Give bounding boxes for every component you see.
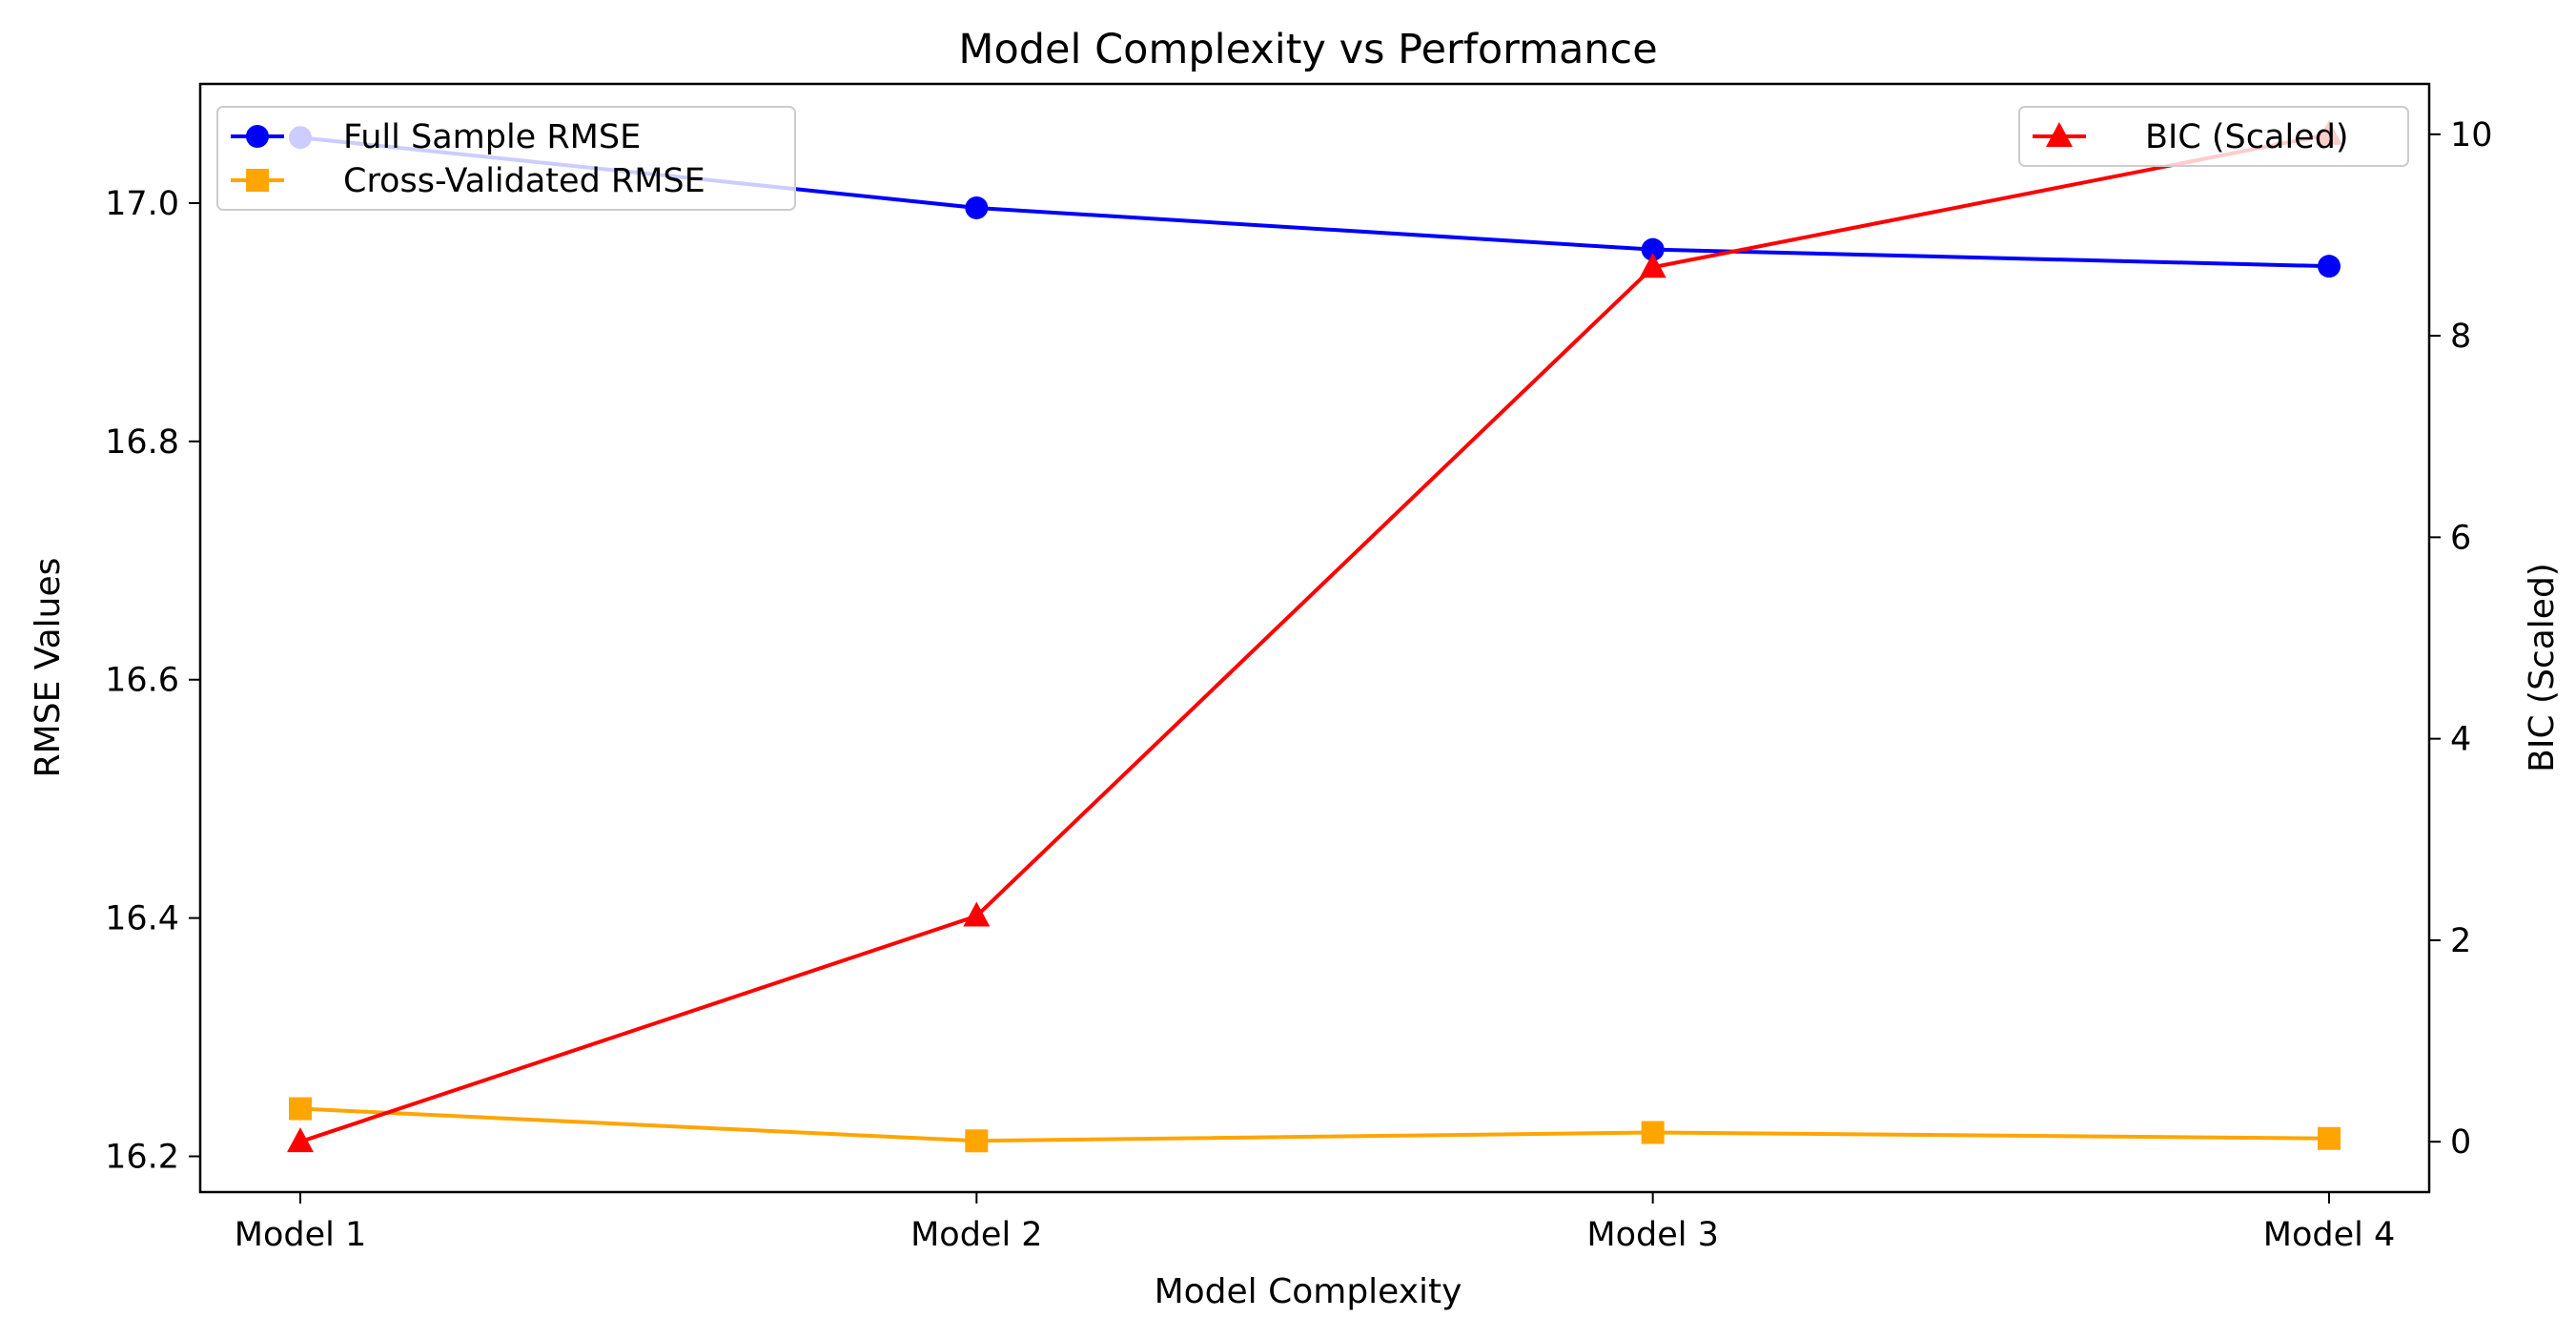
- chart-title: Model Complexity vs Performance: [958, 26, 1657, 73]
- y-axis-left-label: RMSE Values: [29, 558, 68, 778]
- legend-left: [216, 106, 796, 211]
- legend-swatch-marker: [246, 169, 269, 192]
- y-right-tick-label: 0: [2450, 1123, 2471, 1162]
- data-point-cross-validated-rmse: [965, 1129, 989, 1153]
- data-point-cross-validated-rmse: [1641, 1121, 1665, 1144]
- y-left-tick-label: 17.0: [105, 185, 179, 223]
- y-axis-right-label: BIC (Scaled): [2523, 563, 2562, 772]
- y-right-tick-label: 8: [2450, 318, 2471, 356]
- y-right-tick-label: 6: [2450, 519, 2471, 557]
- y-right-tick-label: 10: [2450, 116, 2493, 154]
- legend-label: Full Sample RMSE: [343, 118, 641, 156]
- data-point-full-sample-rmse: [965, 196, 989, 219]
- series-line-bic-scaled: [299, 132, 2330, 1144]
- series-line-cross-validated-rmse: [299, 1106, 2330, 1143]
- y-left-tick-label: 16.2: [105, 1139, 179, 1177]
- data-point-full-sample-rmse: [2318, 255, 2341, 278]
- legend-label: BIC (Scaled): [2145, 118, 2349, 156]
- x-tick-label: Model 4: [2263, 1216, 2395, 1254]
- data-point-bic-scaled: [287, 1127, 314, 1153]
- y-left-tick-label: 16.8: [105, 423, 179, 462]
- legend-label: Cross-Validated RMSE: [343, 162, 705, 200]
- y-right-tick-label: 2: [2450, 922, 2471, 960]
- plot-area: Model 1 Model 2 Model 3 Model 4 16.2 16.4 16.6…: [105, 82, 2493, 1254]
- x-tick-label: Model 2: [910, 1216, 1042, 1254]
- data-point-cross-validated-rmse: [289, 1097, 312, 1121]
- plot-frame: [198, 82, 2431, 1194]
- x-axis-label: Model Complexity: [1155, 1272, 1462, 1311]
- legend-right: [2018, 106, 2409, 167]
- y-left-tick-label: 16.4: [105, 900, 179, 938]
- y-left-tick-label: 16.6: [105, 662, 179, 700]
- legend-swatch-marker: [2046, 122, 2073, 147]
- x-tick-label: Model 3: [1586, 1216, 1718, 1254]
- data-point-bic-scaled: [963, 901, 991, 927]
- data-point-cross-validated-rmse: [2318, 1126, 2341, 1150]
- y-right-tick-label: 4: [2450, 721, 2471, 759]
- x-tick-label: Model 1: [235, 1216, 366, 1254]
- legend-swatch-marker: [246, 125, 269, 148]
- data-point-bic-scaled: [1639, 253, 1666, 278]
- data-point-full-sample-rmse: [1641, 237, 1665, 261]
